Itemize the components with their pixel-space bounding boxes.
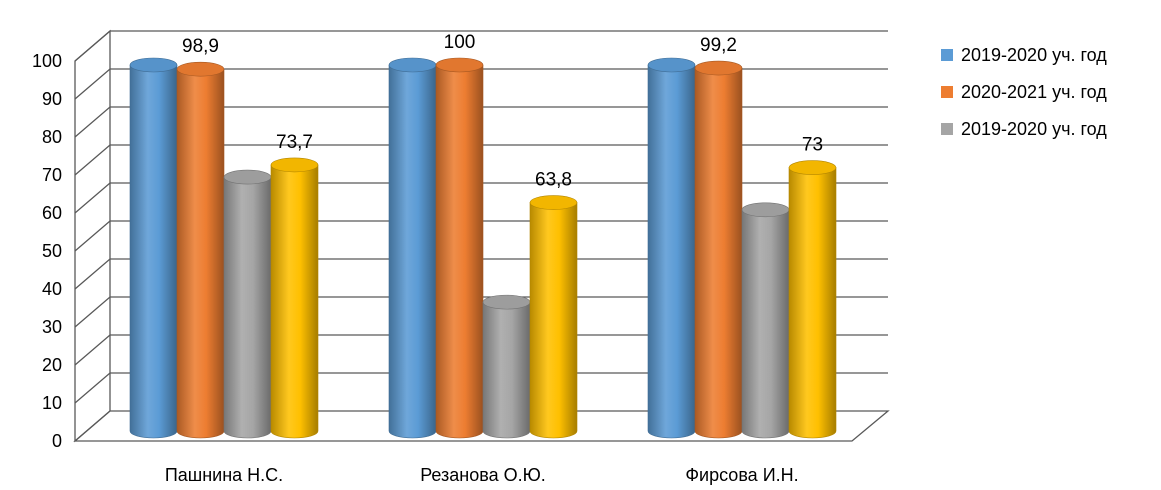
category-label: Резанова О.Ю. xyxy=(420,465,546,485)
bar-body xyxy=(270,164,319,439)
y-tick-label: 40 xyxy=(42,279,62,299)
bar-top xyxy=(741,202,790,218)
bar xyxy=(388,57,437,439)
y-tick-label: 100 xyxy=(32,51,62,71)
bar-top xyxy=(529,195,578,210)
legend-swatch xyxy=(941,49,953,61)
gridline xyxy=(74,334,888,366)
bar-body xyxy=(741,209,790,439)
y-tick-label: 50 xyxy=(42,241,62,261)
gridline xyxy=(74,296,888,328)
legend-label: 2019-2020 уч. год xyxy=(961,119,1107,139)
x-axis-categories: Пашнина Н.С. Резанова О.Ю. Фирсова И.Н. xyxy=(165,465,799,485)
bar-body xyxy=(223,176,272,439)
bar xyxy=(482,294,531,439)
category-label: Пашнина Н.С. xyxy=(165,465,283,485)
gridline xyxy=(74,220,888,252)
data-label: 100 xyxy=(444,32,476,53)
data-label: 63,8 xyxy=(535,170,572,191)
bar-body xyxy=(529,202,578,439)
y-tick-label: 80 xyxy=(42,127,62,147)
gridline xyxy=(74,144,888,176)
bar-body xyxy=(647,64,696,439)
bar-body xyxy=(435,64,484,439)
bar-top xyxy=(788,160,837,175)
legend-swatch xyxy=(941,123,953,135)
bar xyxy=(435,57,484,439)
bars xyxy=(129,57,837,439)
bar xyxy=(647,57,696,439)
bar-top xyxy=(482,294,531,310)
bar-top xyxy=(270,157,319,173)
y-tick-label: 20 xyxy=(42,355,62,375)
bar xyxy=(176,61,225,439)
gridline xyxy=(74,258,888,290)
bar xyxy=(223,169,272,439)
bar xyxy=(129,57,178,439)
legend-item[interactable]: 2020-2021 уч. год xyxy=(941,82,1107,102)
y-tick-label: 10 xyxy=(42,393,62,413)
bar-top xyxy=(129,57,178,73)
bar-top xyxy=(694,60,743,76)
gridline xyxy=(74,372,888,404)
legend[interactable]: 2019-2020 уч. год 2020-2021 уч. год 2019-2… xyxy=(941,45,1107,139)
y-tick-label: 90 xyxy=(42,89,62,109)
y-tick-label: 60 xyxy=(42,203,62,223)
y-tick-label: 0 xyxy=(52,431,62,451)
bar-body xyxy=(694,67,743,439)
bar-top xyxy=(647,57,696,73)
bar-body xyxy=(788,167,837,439)
gridline xyxy=(74,106,888,138)
bar xyxy=(788,160,837,439)
floor xyxy=(73,410,890,442)
gridline xyxy=(74,68,888,100)
bar-body xyxy=(482,301,531,439)
legend-swatch xyxy=(941,86,953,98)
bar-top xyxy=(435,57,484,73)
legend-item[interactable]: 2019-2020 уч. год xyxy=(941,119,1107,139)
gridline xyxy=(74,182,888,214)
bar xyxy=(529,195,578,439)
bar-body xyxy=(176,68,225,439)
y-tick-label: 30 xyxy=(42,317,62,337)
category-label: Фирсова И.Н. xyxy=(685,465,798,485)
gridlines xyxy=(74,30,888,404)
data-label: 73 xyxy=(802,135,823,156)
y-tick-label: 70 xyxy=(42,165,62,185)
data-label: 98,9 xyxy=(182,36,219,57)
bar xyxy=(694,60,743,439)
legend-label: 2020-2021 уч. год xyxy=(961,82,1107,102)
bar xyxy=(741,202,790,439)
bar-top xyxy=(176,61,225,77)
bar-top xyxy=(388,57,437,73)
bar-body xyxy=(388,64,437,439)
data-label: 99,2 xyxy=(700,35,737,56)
legend-label: 2019-2020 уч. год xyxy=(961,45,1107,65)
bar-top xyxy=(223,169,272,185)
bar xyxy=(270,157,319,439)
legend-item[interactable]: 2019-2020 уч. год xyxy=(941,45,1107,65)
gridline xyxy=(74,30,888,62)
data-labels: 98,9 73,7 100 63,8 99,2 73 xyxy=(182,32,823,191)
data-label: 73,7 xyxy=(276,132,313,153)
y-axis-ticks: 0 10 20 30 40 50 60 70 80 90 100 xyxy=(32,51,62,451)
bar-body xyxy=(129,64,178,439)
